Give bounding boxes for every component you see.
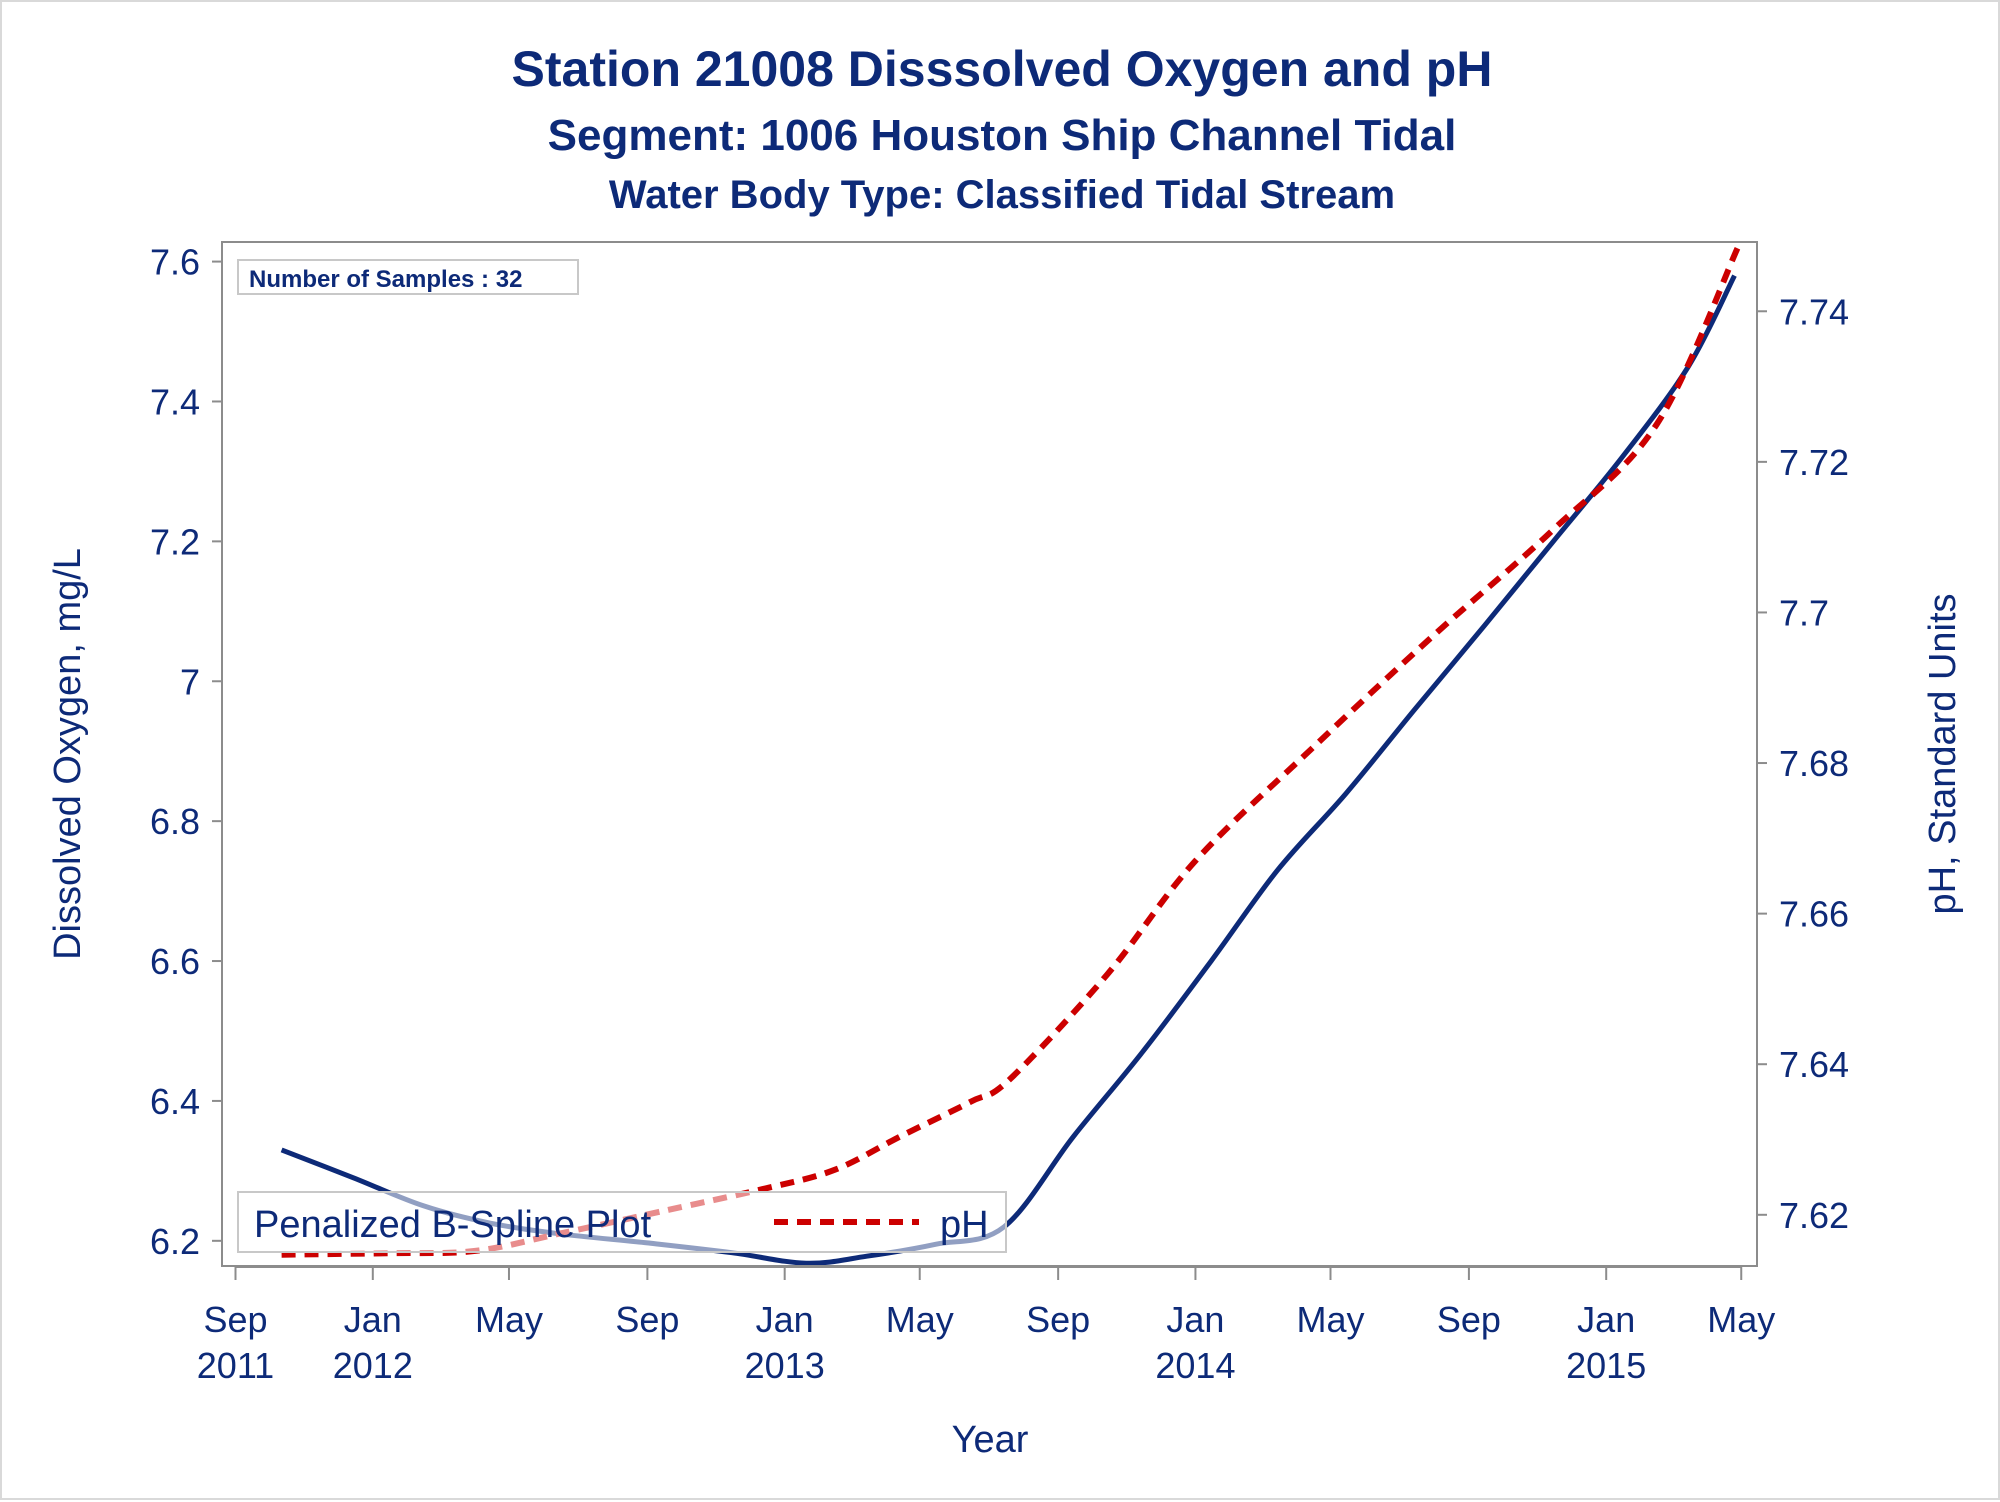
- x-tick-label: May: [886, 1299, 954, 1340]
- ph-line: [281, 246, 1741, 1258]
- chart-title: Station 21008 Disssolved Oxygen and pH: [512, 41, 1493, 97]
- y2-tick-label: 7.7: [1779, 592, 1829, 633]
- sample-count-box: Number of Samples : 32: [237, 259, 579, 295]
- legend: Penalized B-Spline Plot pH: [237, 1191, 1007, 1253]
- x-tick-year: 2011: [197, 1345, 274, 1386]
- x-axis-label: Year: [952, 1419, 1029, 1461]
- y-axis-right: 7.62 7.64 7.66 7.68 7.7 7.72 7.74: [1757, 291, 1849, 1236]
- sample-count-frame: [237, 259, 579, 295]
- legend-ph-label: pH: [940, 1204, 989, 1246]
- x-tick-label: Sep: [1437, 1299, 1501, 1340]
- x-tick-label: Sep: [1026, 1299, 1090, 1340]
- y2-tick-label: 7.62: [1779, 1195, 1849, 1236]
- sample-count-text: Number of Samples : 32: [249, 266, 522, 293]
- x-tick-label: May: [1707, 1299, 1775, 1340]
- x-axis: Sep 2011 Jan 2012 May Sep Jan 2013 May Sep Jan 2014…: [197, 1266, 1775, 1386]
- y2-tick-label: 7.68: [1779, 743, 1849, 784]
- x-tick-year: 2014: [1155, 1345, 1235, 1386]
- y2-tick-label: 7.66: [1779, 894, 1849, 935]
- y-tick-label: 7: [180, 661, 200, 702]
- x-tick-label: Jan: [1577, 1299, 1635, 1340]
- x-tick-label: Sep: [615, 1299, 679, 1340]
- y2-axis-label: pH, Standard Units: [1922, 593, 1964, 914]
- y-tick-label: 7.2: [150, 521, 200, 562]
- y2-tick-label: 7.74: [1779, 291, 1849, 332]
- y-tick-label: 6.2: [150, 1221, 200, 1262]
- y-tick-label: 7.6: [150, 242, 200, 283]
- x-tick-year: 2015: [1566, 1345, 1646, 1386]
- legend-title: Penalized B-Spline Plot: [254, 1204, 652, 1246]
- y-axis-left: 6.2 6.4 6.6 6.8 7 7.2 7.4 7.6: [150, 242, 222, 1262]
- dissolved-oxygen-line: [280, 274, 1737, 1266]
- y-axis-label: Dissolved Oxygen, mg/L: [47, 548, 89, 960]
- y-tick-label: 6.8: [150, 801, 200, 842]
- y-tick-label: 6.4: [150, 1081, 200, 1122]
- y2-tick-label: 7.72: [1779, 442, 1849, 483]
- x-tick-label: Jan: [1166, 1299, 1224, 1340]
- x-tick-label: Sep: [203, 1299, 267, 1340]
- x-tick-label: Jan: [344, 1299, 402, 1340]
- x-tick-year: 2013: [745, 1345, 825, 1386]
- series-layer: [280, 246, 1741, 1266]
- plot-area: [221, 241, 1758, 1267]
- chart-subtitle: Segment: 1006 Houston Ship Channel Tidal: [548, 111, 1457, 160]
- y2-tick-label: 7.64: [1779, 1044, 1849, 1085]
- chart-subtitle-2: Water Body Type: Classified Tidal Stream: [609, 173, 1395, 217]
- x-tick-label: Jan: [756, 1299, 814, 1340]
- x-tick-label: May: [475, 1299, 543, 1340]
- y-tick-label: 7.4: [150, 381, 200, 422]
- y-tick-label: 6.6: [150, 941, 200, 982]
- x-tick-label: May: [1296, 1299, 1364, 1340]
- x-tick-year: 2012: [333, 1345, 413, 1386]
